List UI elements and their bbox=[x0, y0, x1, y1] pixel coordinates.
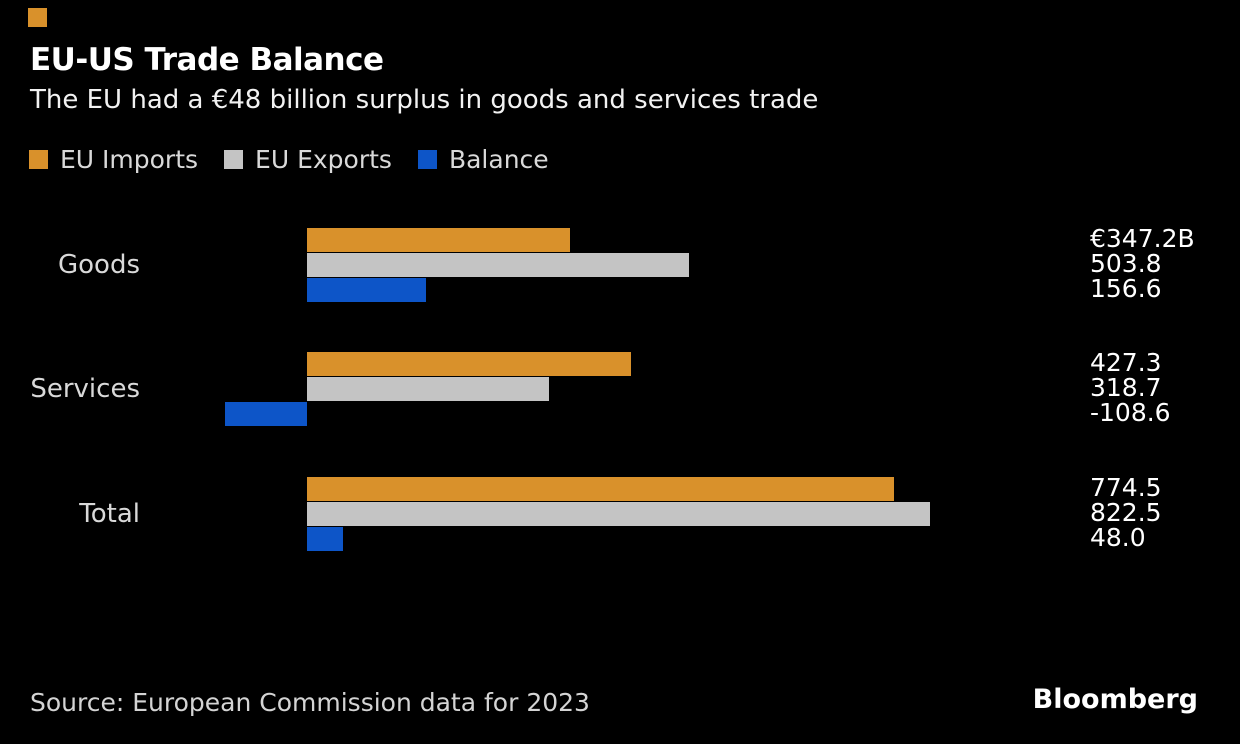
legend-label: EU Exports bbox=[255, 145, 392, 174]
chart-title: EU-US Trade Balance bbox=[30, 42, 384, 78]
brand-accent-square bbox=[28, 8, 47, 27]
legend-swatch-balance bbox=[417, 150, 437, 169]
source-note: Source: European Commission data for 202… bbox=[30, 688, 590, 717]
bar-total-eu-exports bbox=[307, 502, 930, 526]
value-label-goods-eu-imports: €347.2B bbox=[1090, 224, 1195, 253]
legend-swatch-eu-imports bbox=[29, 150, 48, 169]
bar-goods-eu-exports bbox=[307, 253, 689, 277]
chart-subtitle: The EU had a €48 billion surplus in good… bbox=[30, 85, 819, 115]
legend-item: Balance bbox=[417, 145, 549, 174]
value-label-services-eu-exports: 318.7 bbox=[1090, 373, 1162, 402]
legend: EU Imports EU Exports Balance bbox=[29, 145, 575, 174]
legend-label: Balance bbox=[448, 145, 549, 174]
bar-total-balance bbox=[307, 527, 343, 551]
bar-services-eu-imports bbox=[307, 352, 631, 376]
bar-goods-balance bbox=[307, 278, 426, 302]
bar-services-eu-exports bbox=[307, 377, 549, 401]
legend-item: EU Imports bbox=[29, 145, 198, 174]
value-label-total-balance: 48.0 bbox=[1090, 523, 1146, 552]
legend-swatch-eu-exports bbox=[224, 150, 244, 169]
bar-goods-eu-imports bbox=[307, 228, 570, 252]
value-labels-services: 427.3 318.7 -108.6 bbox=[1090, 350, 1171, 425]
value-labels-goods: €347.2B 503.8 156.6 bbox=[1090, 226, 1195, 301]
bloomberg-logo: Bloomberg bbox=[1032, 684, 1198, 715]
category-label-goods: Goods bbox=[57, 250, 140, 280]
value-label-goods-eu-exports: 503.8 bbox=[1090, 249, 1162, 278]
legend-item: EU Exports bbox=[224, 145, 392, 174]
value-labels-total: 774.5 822.5 48.0 bbox=[1090, 475, 1162, 550]
category-label-services: Services bbox=[30, 374, 140, 404]
value-label-total-eu-imports: 774.5 bbox=[1090, 473, 1162, 502]
bar-total-eu-imports bbox=[307, 477, 894, 501]
value-label-services-balance: -108.6 bbox=[1090, 398, 1171, 427]
bar-services-balance bbox=[225, 402, 307, 426]
legend-label: EU Imports bbox=[60, 145, 199, 174]
category-label-total: Total bbox=[79, 499, 140, 529]
value-label-goods-balance: 156.6 bbox=[1090, 274, 1162, 303]
value-label-total-eu-exports: 822.5 bbox=[1090, 498, 1162, 527]
value-label-services-eu-imports: 427.3 bbox=[1090, 348, 1162, 377]
